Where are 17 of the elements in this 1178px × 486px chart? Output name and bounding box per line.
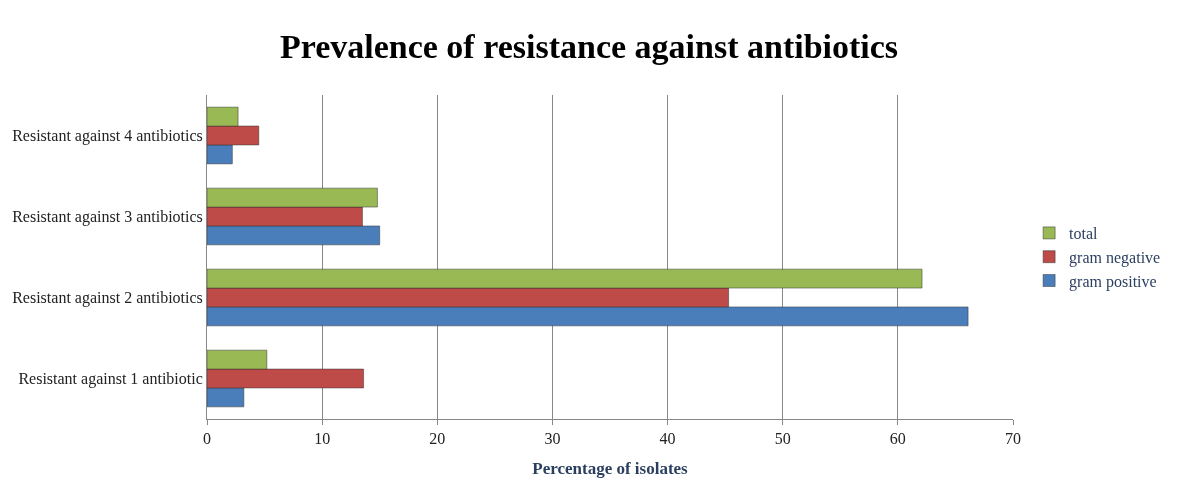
- legend-label: total: [1069, 225, 1099, 243]
- legend-label: gram negative: [1069, 248, 1161, 267]
- x-tick-label: 20: [429, 430, 446, 448]
- y-tick-label: Resistant against 2 antibiotics: [12, 289, 203, 308]
- legend-label: gram positive: [1069, 272, 1157, 291]
- x-tick-label: 60: [889, 430, 906, 448]
- x-tick-label: 70: [1005, 430, 1021, 448]
- y-tick-label: Resistant against 4 antibiotics: [12, 127, 203, 146]
- x-tick-label: 0: [203, 430, 211, 448]
- chart-title: Prevalence of resistance against antibiotics: [279, 27, 899, 65]
- x-tick-label: 40: [659, 430, 676, 448]
- y-tick-label: Resistant against 1 antibiotic: [18, 370, 203, 389]
- x-tick-label: 50: [774, 430, 791, 448]
- x-tick-label: 30: [544, 430, 561, 448]
- y-tick-label: Resistant against 3 antibiotics: [12, 208, 203, 227]
- x-axis-title: Percentage of isolates: [532, 458, 689, 478]
- x-tick-label: 10: [314, 430, 331, 448]
